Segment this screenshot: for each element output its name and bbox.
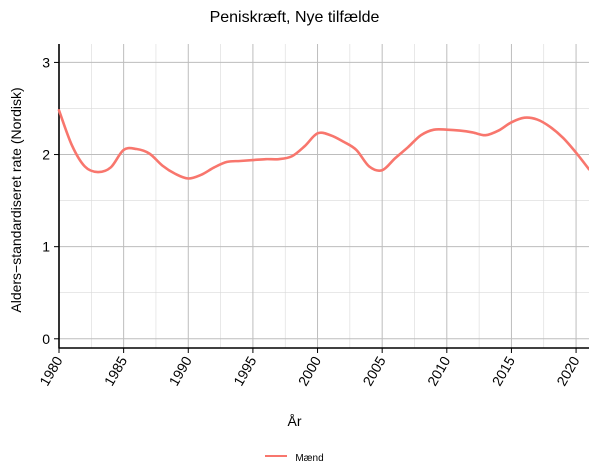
x-tick-label: 1980: [36, 353, 66, 388]
x-tick-label: 1990: [165, 353, 195, 388]
legend: Mænd: [0, 453, 589, 464]
minor-gridlines: [59, 44, 589, 348]
x-tick-label: 2010: [424, 353, 454, 388]
x-tick-label: 2005: [359, 353, 389, 388]
major-gridlines: [59, 44, 589, 348]
y-tick-label: 2: [42, 147, 50, 163]
legend-label-maend: Mænd: [295, 453, 323, 464]
x-tick-label: 2020: [553, 353, 583, 388]
legend-swatch-maend: [265, 455, 287, 457]
x-tick-label: 1995: [230, 353, 260, 388]
x-axis-label: År: [0, 413, 589, 429]
x-tick-label: 2000: [295, 353, 325, 388]
x-tick-label: 1985: [101, 353, 131, 388]
series-line-0: [59, 110, 589, 178]
y-axis-label: Alders−standardiseret rate (Nordisk): [8, 87, 24, 312]
axes: [54, 44, 589, 353]
y-tick-label: 1: [42, 239, 50, 255]
y-tick-label: 0: [42, 331, 50, 347]
x-tick-label: 2015: [489, 353, 519, 388]
y-tick-label: 3: [42, 54, 50, 70]
series-layer: [59, 110, 589, 178]
